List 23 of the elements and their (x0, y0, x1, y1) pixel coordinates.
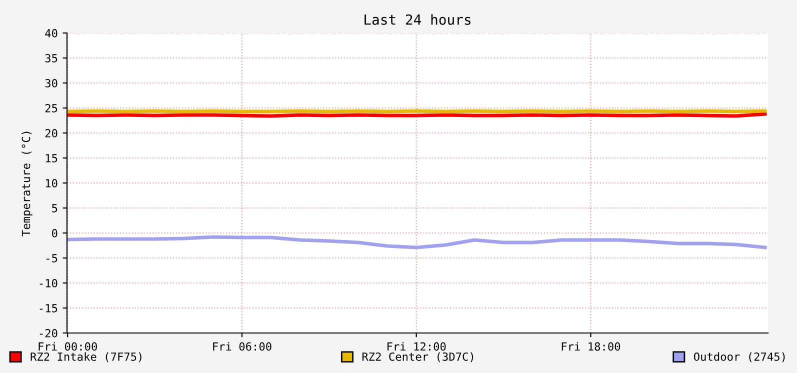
legend-label: Outdoor (2745) (694, 352, 785, 362)
y-tick-label: 25 (45, 104, 58, 112)
y-tick-label: -20 (40, 329, 58, 338)
y-tick-label: -10 (40, 279, 58, 288)
legend-label: RZ2 Intake (7F75) (30, 352, 142, 362)
y-tick-label: -15 (40, 304, 58, 312)
y-axis-title: Temperature (°C) (22, 132, 32, 236)
legend-label: RZ2 Center (3D7C) (362, 352, 474, 362)
chart-title: Last 24 hours (364, 14, 470, 25)
x-tick-label: Fri 18:00 (562, 342, 620, 351)
y-tick-label: 40 (45, 29, 58, 38)
y-tick-label: 30 (45, 79, 58, 88)
line-series (67, 235, 767, 250)
y-tick-label: 20 (45, 129, 58, 138)
x-tick-label: Fri 00:00 (38, 342, 97, 351)
y-tick-label: 0 (52, 229, 58, 238)
y-tick-label: 5 (52, 204, 58, 212)
y-tick-label: 15 (46, 154, 58, 162)
y-tick-label: 10 (46, 179, 58, 188)
y-tick-label: -5 (46, 254, 58, 262)
x-tick-label: Fri 06:00 (213, 342, 272, 351)
y-tick-label: 35 (45, 54, 58, 62)
x-tick-label: Fri 12:00 (388, 342, 446, 351)
